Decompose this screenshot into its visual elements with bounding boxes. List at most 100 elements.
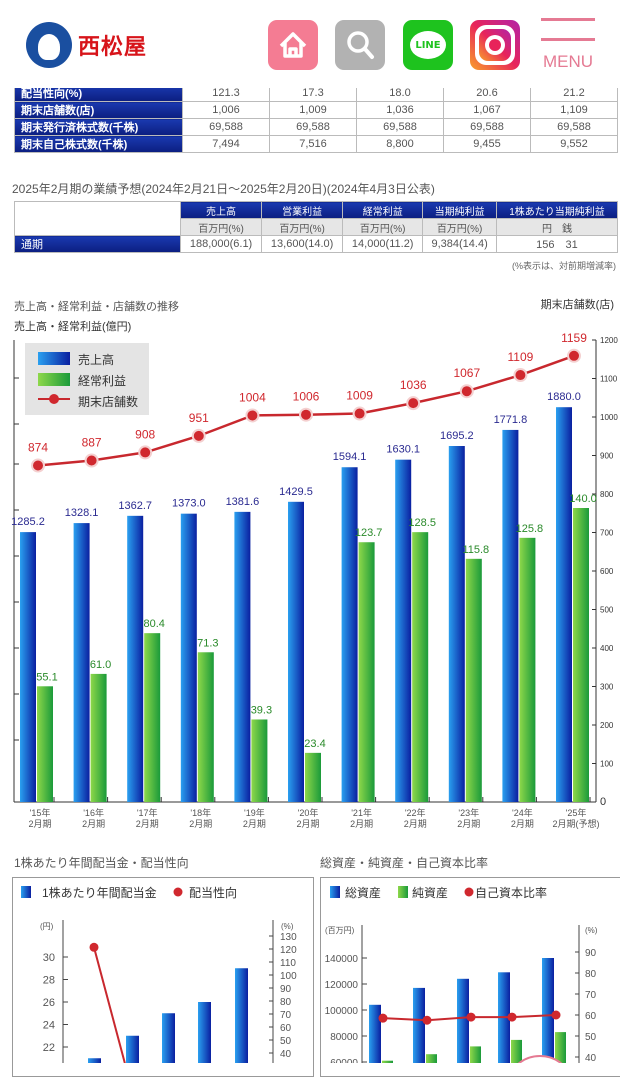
legend-label: 売上高 — [78, 352, 114, 367]
y2-tick-label: 80 — [280, 997, 292, 1008]
y2-tick-label: 90 — [280, 984, 292, 995]
profit-bar — [37, 686, 53, 802]
sales-bar — [341, 467, 358, 802]
x-tick-label: '20年 — [298, 807, 319, 818]
stores-point — [191, 428, 206, 443]
instagram-icon — [475, 25, 515, 65]
profit-label: 125.8 — [516, 523, 544, 535]
search-button[interactable] — [335, 20, 385, 70]
row-label: 配当性向(%) — [14, 84, 183, 102]
forecast-table: 売上高 営業利益 経常利益 当期純利益 1株あたり当期純利益 百万円(%) 百万円(%) 百… — [14, 201, 619, 253]
row-label: 通期 — [14, 235, 181, 253]
brand-logo[interactable]: 西松屋 — [26, 22, 147, 68]
line-button[interactable]: LINE — [403, 20, 453, 70]
sales-label: 1695.2 — [440, 430, 474, 442]
y-tick-label: 26 — [43, 997, 55, 1009]
y2-tick-label: 70 — [280, 1010, 292, 1021]
legend-label: 自己資本比率 — [475, 885, 547, 900]
y2-tick-label: 80 — [585, 969, 597, 980]
legend-label: 総資産 — [345, 885, 381, 900]
stores-label: 1004 — [239, 390, 266, 404]
y2-tick-label: 300 — [600, 683, 614, 692]
stores-label: 1036 — [400, 378, 427, 392]
sales-bar — [234, 511, 251, 802]
forecast-title: 2025年2月期の業績予想(2024年2月21日～2025年2月20日)(202… — [12, 182, 435, 196]
equity-ratio-point — [551, 1010, 561, 1020]
unit-cell: 百万円(%) — [342, 218, 424, 236]
home-icon — [279, 32, 307, 58]
legend-swatch-sales — [38, 352, 70, 365]
x-tick-label: '19年 — [244, 807, 265, 818]
total-assets-bar — [542, 958, 554, 1063]
total-assets-bar — [413, 987, 425, 1063]
legend-label: 期末店舗数 — [78, 394, 138, 409]
y-tick-label: 120000 — [325, 980, 359, 991]
profit-bar — [412, 532, 429, 802]
x-tick-label: 2月期 — [296, 819, 319, 829]
menu-label: MENU — [542, 52, 594, 71]
y2-tick-label: 700 — [600, 529, 614, 538]
sales-bar — [556, 407, 572, 802]
y2-tick-label: 50 — [280, 1036, 292, 1047]
value-cell: 8,800 — [356, 135, 444, 153]
legend-marker — [464, 887, 474, 897]
instagram-button[interactable] — [470, 20, 520, 70]
y2-tick-label: 900 — [600, 452, 614, 461]
brand-name: 西松屋 — [78, 35, 148, 60]
y2-tick-label: 40 — [280, 1049, 292, 1060]
home-button[interactable] — [268, 20, 318, 70]
legend-label: 1株あたり年間配当金 — [42, 885, 157, 900]
y-tick-label: 24 — [43, 1020, 55, 1032]
y2-axis-unit: (%) — [281, 922, 294, 931]
payout-point — [89, 942, 99, 952]
profit-bar — [465, 558, 482, 802]
x-tick-label: '25年 — [566, 807, 587, 818]
rabbit-logo-icon — [26, 22, 72, 68]
stores-label: 1109 — [507, 350, 533, 364]
stores-point — [352, 406, 367, 421]
profit-bar — [519, 537, 536, 802]
y2-axis-label: 期末店舗数(店) — [540, 299, 614, 311]
row-label: 期末自己株式数(千株) — [14, 135, 183, 153]
menu-button[interactable]: MENU — [540, 18, 596, 72]
profit-label: 115.8 — [462, 544, 489, 556]
value-cell: 7,516 — [269, 135, 357, 153]
profit-bar — [251, 719, 268, 802]
value-cell: 156 31 — [495, 235, 619, 253]
x-tick-label: '21年 — [351, 807, 372, 818]
dividend-bar — [126, 1035, 139, 1063]
chart-title: 売上高・経常利益・店舗数の推移 — [14, 301, 179, 313]
y-tick-label: 22 — [43, 1042, 55, 1054]
sales-label: 1328.1 — [65, 507, 99, 519]
y2-tick-label: 100 — [600, 760, 614, 769]
y2-tick-label: 50 — [585, 1032, 597, 1043]
stores-label: 887 — [82, 436, 102, 450]
legend-label: 経常利益 — [78, 374, 126, 388]
profit-bar — [573, 508, 589, 802]
col-header: 経常利益 — [342, 201, 424, 219]
total-assets-bar — [457, 978, 469, 1063]
profit-bar — [305, 752, 321, 802]
sales-bar — [502, 429, 519, 802]
profit-label: 71.3 — [197, 637, 218, 649]
y2-tick-label: 60 — [585, 1011, 597, 1022]
x-tick-label: '18年 — [190, 807, 211, 818]
legend-marker — [173, 887, 183, 897]
y-tick-label: 100000 — [325, 1006, 359, 1017]
x-tick-label: 2月期 — [82, 819, 105, 829]
y-axis-unit: (百万円) — [325, 926, 355, 935]
stores-point — [513, 368, 528, 383]
x-tick-label: 2月期 — [350, 819, 373, 829]
value-cell: 14,000(11.2) — [342, 235, 424, 253]
stores-label: 951 — [189, 411, 209, 425]
y2-tick-label: 130 — [280, 932, 297, 943]
y2-tick-label: 100 — [280, 971, 297, 982]
equity-ratio-point — [466, 1012, 476, 1022]
y-tick-label: 60000 — [330, 1058, 358, 1063]
legend-swatch — [21, 886, 31, 898]
stores-point — [567, 348, 581, 363]
y2-tick-label: 110 — [280, 958, 296, 969]
y2-tick-label: 1100 — [600, 375, 618, 384]
legend-swatch — [330, 886, 340, 898]
x-tick-label: '15年 — [30, 807, 51, 818]
